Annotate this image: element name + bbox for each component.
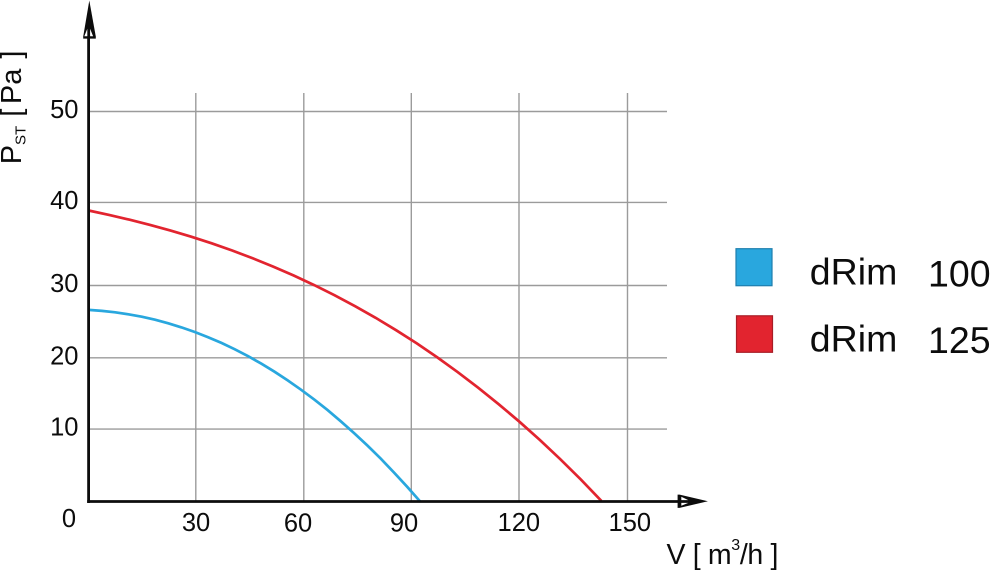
svg-text:120: 120 xyxy=(498,509,541,537)
svg-text:20: 20 xyxy=(50,342,78,370)
svg-text:PST [ Pa ]: PST [ Pa ] xyxy=(0,51,30,165)
svg-text:40: 40 xyxy=(50,187,78,215)
svg-text:dRim: dRim xyxy=(810,251,898,293)
svg-text:50: 50 xyxy=(50,96,78,124)
svg-text:100: 100 xyxy=(928,252,991,294)
svg-text:125: 125 xyxy=(928,319,991,361)
svg-text:150: 150 xyxy=(609,509,652,537)
svg-text:30: 30 xyxy=(182,509,210,537)
svg-text:60: 60 xyxy=(284,510,312,538)
svg-text:10: 10 xyxy=(50,414,78,442)
svg-text:V [ m3/h ]: V [ m3/h ] xyxy=(667,537,779,570)
svg-text:0: 0 xyxy=(62,505,76,533)
svg-text:90: 90 xyxy=(390,510,418,538)
svg-text:dRim: dRim xyxy=(810,317,898,359)
svg-text:30: 30 xyxy=(50,270,78,298)
